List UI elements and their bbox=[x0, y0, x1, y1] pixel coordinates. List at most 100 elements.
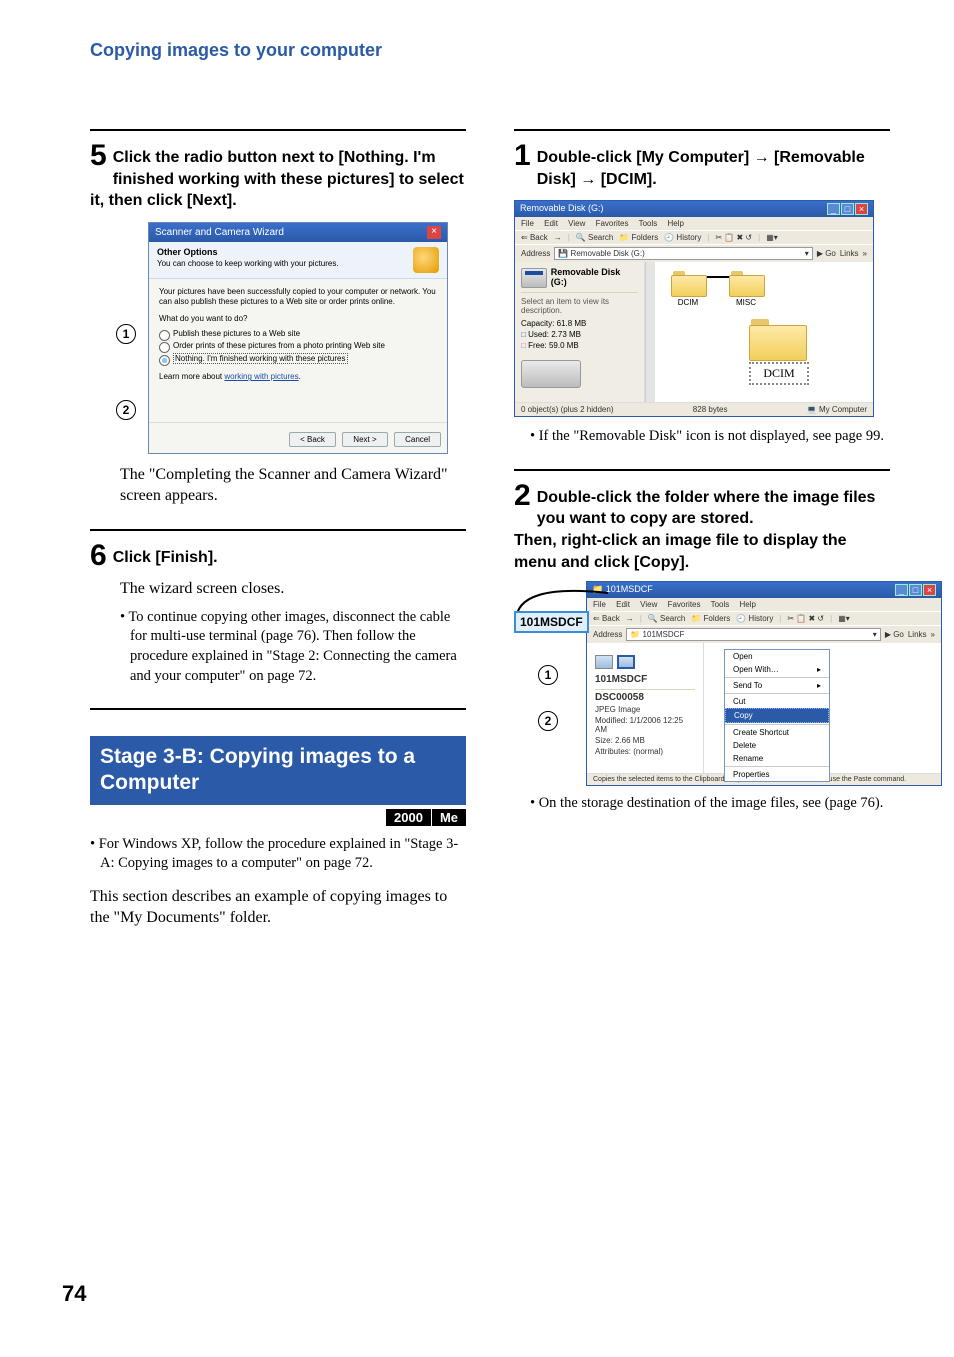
step2-bullet: • On the storage destination of the imag… bbox=[514, 794, 890, 814]
ctx-rename[interactable]: Rename bbox=[725, 752, 829, 765]
step1-text-c: [DCIM]. bbox=[596, 171, 656, 188]
go-button[interactable]: ▶ Go bbox=[817, 249, 836, 258]
folder-dcim[interactable]: DCIM bbox=[671, 270, 705, 307]
wizard-banner-sub: You can choose to keep working with your… bbox=[157, 259, 339, 268]
address-field[interactable]: 📁 101MSDCF▾ bbox=[626, 628, 880, 641]
menu-favorites[interactable]: Favorites bbox=[668, 600, 701, 609]
ctx-delete[interactable]: Delete bbox=[725, 739, 829, 752]
folder-icon bbox=[729, 270, 763, 296]
step-number-2: 2 bbox=[514, 481, 531, 511]
maximize-icon[interactable]: □ bbox=[841, 203, 854, 215]
close-icon[interactable]: × bbox=[855, 203, 868, 215]
minimize-icon[interactable]: _ bbox=[895, 584, 908, 596]
side-free: □ Free: 59.0 MB bbox=[521, 341, 638, 350]
callout-2: 2 bbox=[538, 711, 558, 731]
context-menu[interactable]: Open Open With…▸ Send To▸ Cut Copy Creat… bbox=[724, 649, 830, 782]
menu-favorites[interactable]: Favorites bbox=[596, 219, 629, 228]
step-number-5: 5 bbox=[90, 141, 107, 171]
tb-back[interactable]: Back bbox=[530, 233, 548, 242]
scrollbar[interactable] bbox=[645, 262, 655, 402]
menu-edit[interactable]: Edit bbox=[616, 600, 630, 609]
folder-dcim-label: DCIM bbox=[671, 298, 705, 307]
addr-value: 101MSDCF bbox=[643, 630, 685, 639]
menu-tools[interactable]: Tools bbox=[639, 219, 658, 228]
minimize-icon[interactable]: _ bbox=[827, 203, 840, 215]
ctx-copy[interactable]: Copy bbox=[725, 708, 829, 723]
go-button[interactable]: ▶ Go bbox=[885, 630, 904, 639]
tb-search[interactable]: Search bbox=[588, 233, 613, 242]
menu-file[interactable]: File bbox=[521, 219, 534, 228]
addr-value: Removable Disk (G:) bbox=[571, 249, 645, 258]
step1-instruction: Double-click [My Computer] → [Removable … bbox=[514, 141, 890, 190]
explorer-title: Removable Disk (G:) bbox=[520, 203, 604, 215]
step5-instruction: Click the radio button next to [Nothing.… bbox=[90, 141, 466, 212]
os-badge-2000: 2000 bbox=[386, 809, 431, 826]
links-label[interactable]: Links bbox=[908, 630, 927, 639]
stage-bullet: • For Windows XP, follow the procedure e… bbox=[90, 835, 466, 874]
step6-instruction: Click [Finish]. bbox=[90, 541, 466, 569]
address-field[interactable]: 💾 Removable Disk (G:)▾ bbox=[554, 247, 812, 260]
drive-graphic-icon bbox=[521, 360, 581, 388]
step1-bullet-text: If the "Removable Disk" icon is not disp… bbox=[539, 428, 884, 444]
ctx-open-with[interactable]: Open With…▸ bbox=[725, 663, 829, 676]
step-number-1: 1 bbox=[514, 141, 531, 171]
side-file: DSC00058 bbox=[595, 692, 644, 703]
wizard-learn-link[interactable]: working with pictures bbox=[224, 372, 298, 381]
ctx-send-to[interactable]: Send To▸ bbox=[725, 679, 829, 692]
folder-misc[interactable]: MISC bbox=[729, 270, 763, 307]
callout-2: 2 bbox=[116, 400, 136, 420]
menu-view[interactable]: View bbox=[640, 600, 657, 609]
menu-help[interactable]: Help bbox=[740, 600, 756, 609]
thumbnail-selected-icon[interactable] bbox=[617, 655, 635, 669]
back-button[interactable]: < Back bbox=[289, 432, 336, 447]
folder-icon bbox=[749, 318, 805, 360]
wizard-intro: Your pictures have been successfully cop… bbox=[159, 287, 437, 308]
status-right: 💻 My Computer bbox=[807, 405, 867, 414]
divider bbox=[90, 529, 466, 531]
folder-dcim-big: DCIM bbox=[749, 318, 809, 385]
side-title: 101MSDCF bbox=[595, 674, 695, 685]
divider bbox=[725, 693, 829, 694]
menu-tools[interactable]: Tools bbox=[711, 600, 730, 609]
divider bbox=[725, 677, 829, 678]
camera-icon bbox=[413, 247, 439, 273]
tb-folders[interactable]: Folders bbox=[704, 614, 731, 623]
tb-search[interactable]: Search bbox=[660, 614, 685, 623]
links-label[interactable]: Links bbox=[840, 249, 859, 258]
toolbar[interactable]: ⇐ Back →| 🔍 Search 📁 Folders 🕘 History |… bbox=[587, 611, 941, 625]
menu-view[interactable]: View bbox=[568, 219, 585, 228]
wizard-question: What do you want to do? bbox=[159, 314, 437, 324]
tb-history[interactable]: History bbox=[676, 233, 701, 242]
step2-instruction: Double-click the folder where the image … bbox=[514, 481, 890, 573]
menu-help[interactable]: Help bbox=[668, 219, 684, 228]
toolbar[interactable]: ⇐ Back →| 🔍 Search 📁 Folders 🕘 History |… bbox=[515, 230, 873, 244]
close-icon[interactable]: × bbox=[427, 226, 441, 239]
maximize-icon[interactable]: □ bbox=[909, 584, 922, 596]
menu-edit[interactable]: Edit bbox=[544, 219, 558, 228]
side-size: Size: 2.66 MB bbox=[595, 736, 695, 745]
wizard-banner-title: Other Options bbox=[157, 247, 339, 258]
cancel-button[interactable]: Cancel bbox=[394, 432, 441, 447]
tb-folders[interactable]: Folders bbox=[632, 233, 659, 242]
next-button[interactable]: Next > bbox=[342, 432, 387, 447]
addr-label: Address bbox=[521, 249, 550, 258]
ctx-cut[interactable]: Cut bbox=[725, 695, 829, 708]
radio-publish[interactable]: Publish these pictures to a Web site bbox=[159, 329, 437, 339]
drive-icon bbox=[521, 268, 547, 288]
status-left: 0 object(s) (plus 2 hidden) bbox=[521, 405, 614, 414]
menu-bar[interactable]: File Edit View Favorites Tools Help bbox=[587, 598, 941, 611]
stage-para: This section describes an example of cop… bbox=[90, 886, 466, 929]
tb-history[interactable]: History bbox=[748, 614, 773, 623]
side-modified: Modified: 1/1/2006 12:25 AM bbox=[595, 716, 695, 734]
section-header: Copying images to your computer bbox=[90, 40, 890, 61]
close-icon[interactable]: × bbox=[923, 584, 936, 596]
ctx-create-shortcut[interactable]: Create Shortcut bbox=[725, 726, 829, 739]
radio-nothing[interactable]: Nothing. I'm finished working with these… bbox=[159, 354, 437, 364]
radio-order[interactable]: Order prints of these pictures from a ph… bbox=[159, 341, 437, 351]
annotation-label-101msdcf: 101MSDCF bbox=[514, 611, 589, 633]
ctx-properties[interactable]: Properties bbox=[725, 768, 829, 781]
ctx-open[interactable]: Open bbox=[725, 650, 829, 663]
divider bbox=[90, 129, 466, 131]
side-title: Removable Disk (G:) bbox=[551, 268, 638, 288]
menu-bar[interactable]: File Edit View Favorites Tools Help bbox=[515, 217, 873, 230]
